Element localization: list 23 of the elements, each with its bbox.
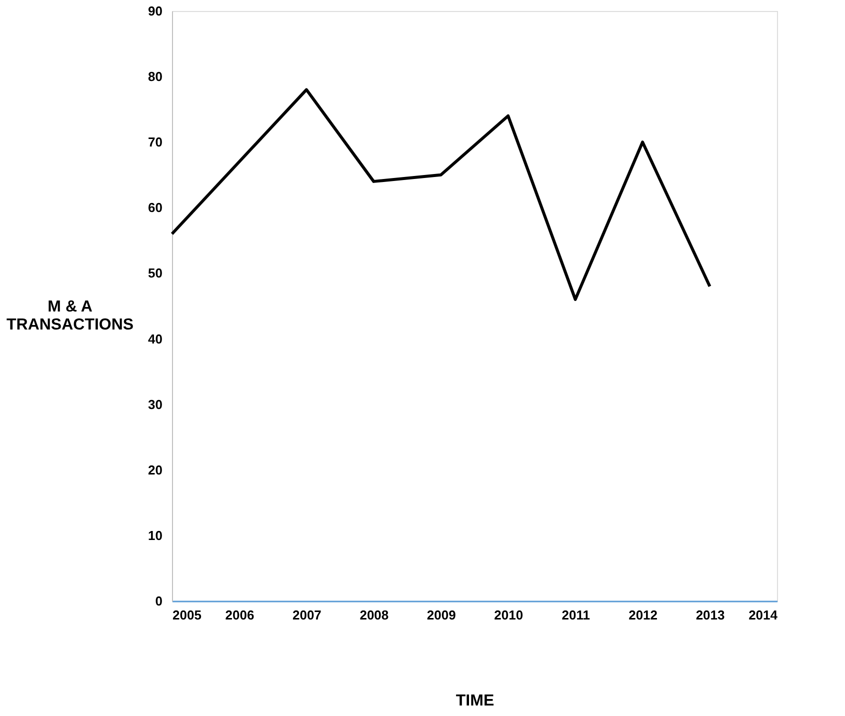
y-tick-label: 40	[148, 331, 162, 346]
y-tick-label: 10	[148, 528, 162, 543]
x-tick-label: 2012	[628, 608, 658, 622]
x-axis-title: TIME	[456, 692, 494, 710]
y-tick-label: 20	[148, 462, 162, 478]
x-tick-label: 2008	[360, 608, 389, 622]
y-tick-label: 80	[148, 69, 162, 84]
x-tick-label: 2013	[696, 608, 725, 622]
x-tick-label: 2011	[562, 608, 590, 622]
x-tick-label: 2006	[225, 608, 254, 622]
x-tick-label: 2010	[494, 608, 524, 622]
x-tick-label: 2009	[426, 608, 456, 622]
y-tick-label: 70	[148, 134, 162, 150]
line-series	[170, 88, 712, 301]
y-tick-label: 30	[148, 396, 162, 412]
y-tick-label: 60	[148, 200, 162, 216]
x-tick-label: 2007	[292, 608, 322, 622]
y-tick-label: 50	[148, 266, 162, 281]
y-tick-label: 90	[148, 4, 162, 18]
y-tick-label: 0	[155, 594, 162, 608]
x-tick-label: 2014	[748, 608, 778, 622]
y-axis-title: M & A TRANSACTIONS	[6, 298, 134, 334]
x-tick-label: 2005	[172, 608, 202, 622]
